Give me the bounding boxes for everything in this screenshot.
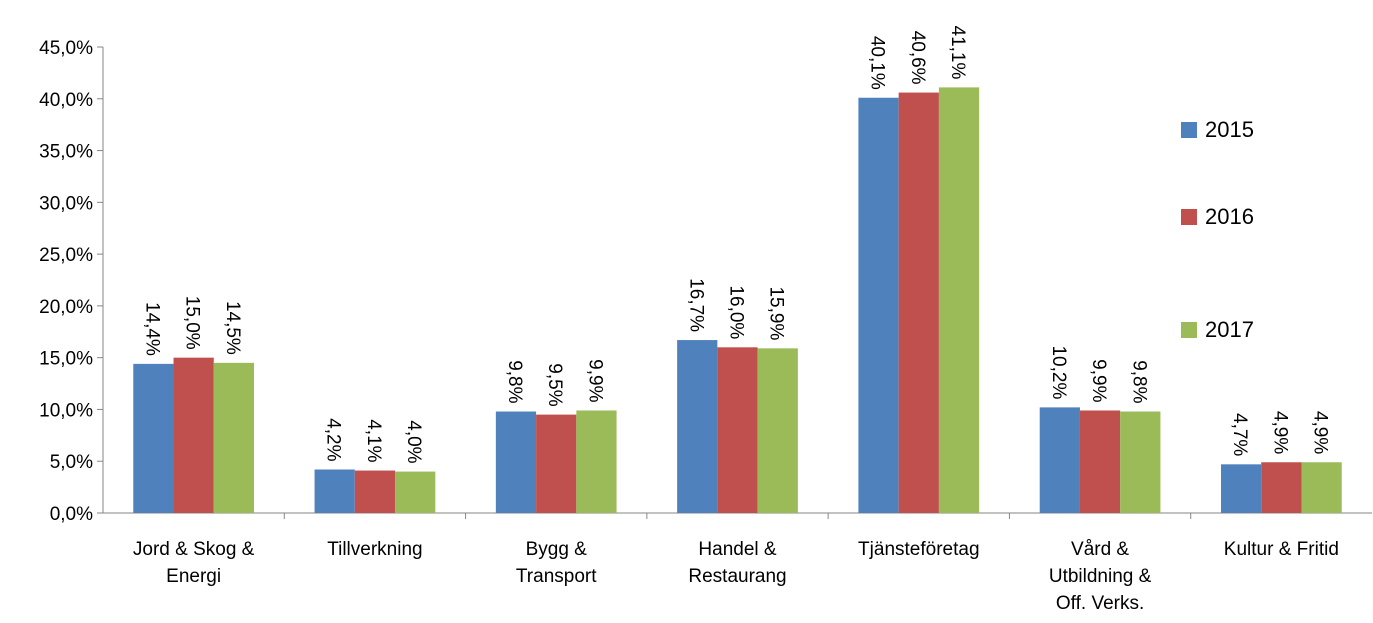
bar [898, 92, 939, 513]
value-label: 40,1% [867, 36, 888, 90]
bar [1220, 464, 1262, 513]
bar [173, 357, 214, 513]
bar [717, 347, 758, 513]
bar [133, 363, 174, 513]
bar [395, 471, 436, 513]
bar [1120, 411, 1161, 513]
legend-label: 2015 [1205, 117, 1254, 142]
value-label: 4,0% [403, 420, 424, 463]
value-label: 9,5% [544, 363, 565, 406]
x-tick-label: Tillverkning [327, 539, 422, 560]
legend-swatch [1181, 122, 1197, 138]
bar [858, 97, 899, 514]
value-label: 10,2% [1048, 345, 1069, 399]
value-label: 9,9% [1088, 359, 1109, 402]
bar [536, 414, 577, 513]
legend-label: 2016 [1205, 204, 1254, 229]
y-tick-label: 15,0% [39, 349, 93, 370]
bar [1079, 410, 1121, 513]
bar [938, 87, 980, 514]
value-label: 4,9% [1269, 411, 1290, 454]
bar [1039, 407, 1080, 513]
bar [576, 410, 617, 513]
legend-swatch [1181, 209, 1197, 225]
bar [314, 469, 355, 513]
x-tick-label: Kultur & Fritid [1224, 539, 1339, 560]
legend-label: 2017 [1205, 317, 1254, 342]
bar [1261, 462, 1302, 513]
value-label: 4,9% [1310, 411, 1331, 454]
value-label: 4,7% [1229, 413, 1250, 456]
y-tick-label: 25,0% [39, 245, 93, 266]
value-label: 14,4% [141, 302, 162, 356]
value-label: 41,1% [947, 26, 968, 80]
bar [213, 362, 255, 513]
y-tick-label: 5,0% [50, 452, 93, 473]
value-label: 9,8% [504, 360, 525, 403]
y-tick-label: 0,0% [50, 504, 93, 525]
y-tick-label: 20,0% [39, 297, 93, 318]
bar [1301, 462, 1342, 513]
value-label: 4,2% [323, 418, 344, 461]
y-tick-label: 30,0% [39, 193, 93, 214]
legend-swatch [1181, 322, 1197, 338]
value-label: 4,1% [363, 419, 384, 462]
y-tick-label: 40,0% [39, 90, 93, 111]
bar [677, 340, 718, 513]
x-tick-label: Jord & Skog & Energi [133, 539, 255, 587]
value-label: 16,7% [685, 278, 706, 332]
x-tick-label: Handel & Restaurang [688, 539, 786, 587]
y-tick-label: 45,0% [39, 38, 93, 59]
y-tick-label: 10,0% [39, 400, 93, 421]
x-tick-label: Vård & Utbildning & Off. Verks. [1049, 539, 1152, 614]
x-tick-label: Tjänsteföretag [858, 539, 979, 560]
value-label: 40,6% [907, 31, 928, 85]
value-label: 14,5% [222, 301, 243, 355]
bar [354, 470, 396, 513]
x-tick-label: Bygg & Transport [516, 539, 597, 587]
value-label: 16,0% [726, 285, 747, 339]
y-tick-label: 35,0% [39, 142, 93, 163]
bar [757, 348, 798, 513]
value-label: 15,9% [766, 286, 787, 340]
value-label: 15,0% [182, 296, 203, 350]
value-label: 9,9% [584, 359, 605, 402]
bar [495, 411, 537, 513]
value-label: 9,8% [1128, 360, 1149, 403]
